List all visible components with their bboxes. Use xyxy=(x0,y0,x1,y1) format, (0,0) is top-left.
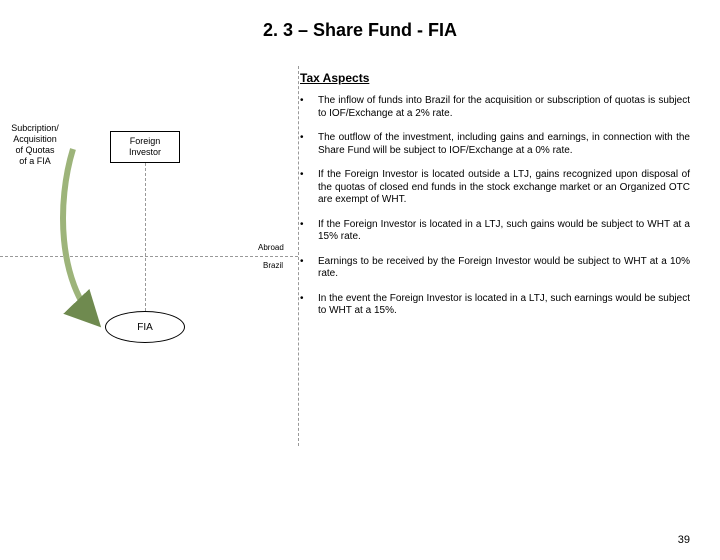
bullet-item: •Earnings to be received by the Foreign … xyxy=(300,256,690,281)
bullet-item: •In the event the Foreign Investor is lo… xyxy=(300,293,690,318)
vertical-divider xyxy=(298,66,299,446)
page-title: 2. 3 – Share Fund - FIA xyxy=(0,20,720,41)
tax-aspects-section: Tax Aspects •The inflow of funds into Br… xyxy=(300,71,720,451)
bullet-text: If the Foreign Investor is located in a … xyxy=(318,219,690,244)
tax-aspects-heading: Tax Aspects xyxy=(300,71,690,85)
investor-dashed-line xyxy=(145,163,146,311)
curved-arrow xyxy=(55,141,135,351)
bullet-dot: • xyxy=(300,95,318,120)
bullet-dot: • xyxy=(300,293,318,318)
page-number: 39 xyxy=(678,534,690,546)
bullet-item: •If the Foreign Investor is located in a… xyxy=(300,219,690,244)
bullet-item: •If the Foreign Investor is located outs… xyxy=(300,169,690,207)
bullet-list: •The inflow of funds into Brazil for the… xyxy=(300,95,690,318)
content-row: Subcription/ Acquisition of Quotas of a … xyxy=(0,71,720,451)
bullet-text: In the event the Foreign Investor is loc… xyxy=(318,293,690,318)
bullet-dot: • xyxy=(300,219,318,244)
bullet-text: The outflow of the investment, including… xyxy=(318,132,690,157)
fia-text: FIA xyxy=(137,322,153,333)
brazil-label: Brazil xyxy=(263,261,283,270)
bullet-item: •The outflow of the investment, includin… xyxy=(300,132,690,157)
diagram-area: Subcription/ Acquisition of Quotas of a … xyxy=(0,71,300,451)
abroad-label: Abroad xyxy=(258,243,284,252)
bullet-item: •The inflow of funds into Brazil for the… xyxy=(300,95,690,120)
bullet-dot: • xyxy=(300,169,318,207)
bullet-text: If the Foreign Investor is located outsi… xyxy=(318,169,690,207)
subscription-text: Subcription/ Acquisition of Quotas of a … xyxy=(11,123,59,166)
bullet-text: Earnings to be received by the Foreign I… xyxy=(318,256,690,281)
bullet-dot: • xyxy=(300,132,318,157)
abroad-brazil-divider xyxy=(0,256,298,257)
bullet-text: The inflow of funds into Brazil for the … xyxy=(318,95,690,120)
bullet-dot: • xyxy=(300,256,318,281)
